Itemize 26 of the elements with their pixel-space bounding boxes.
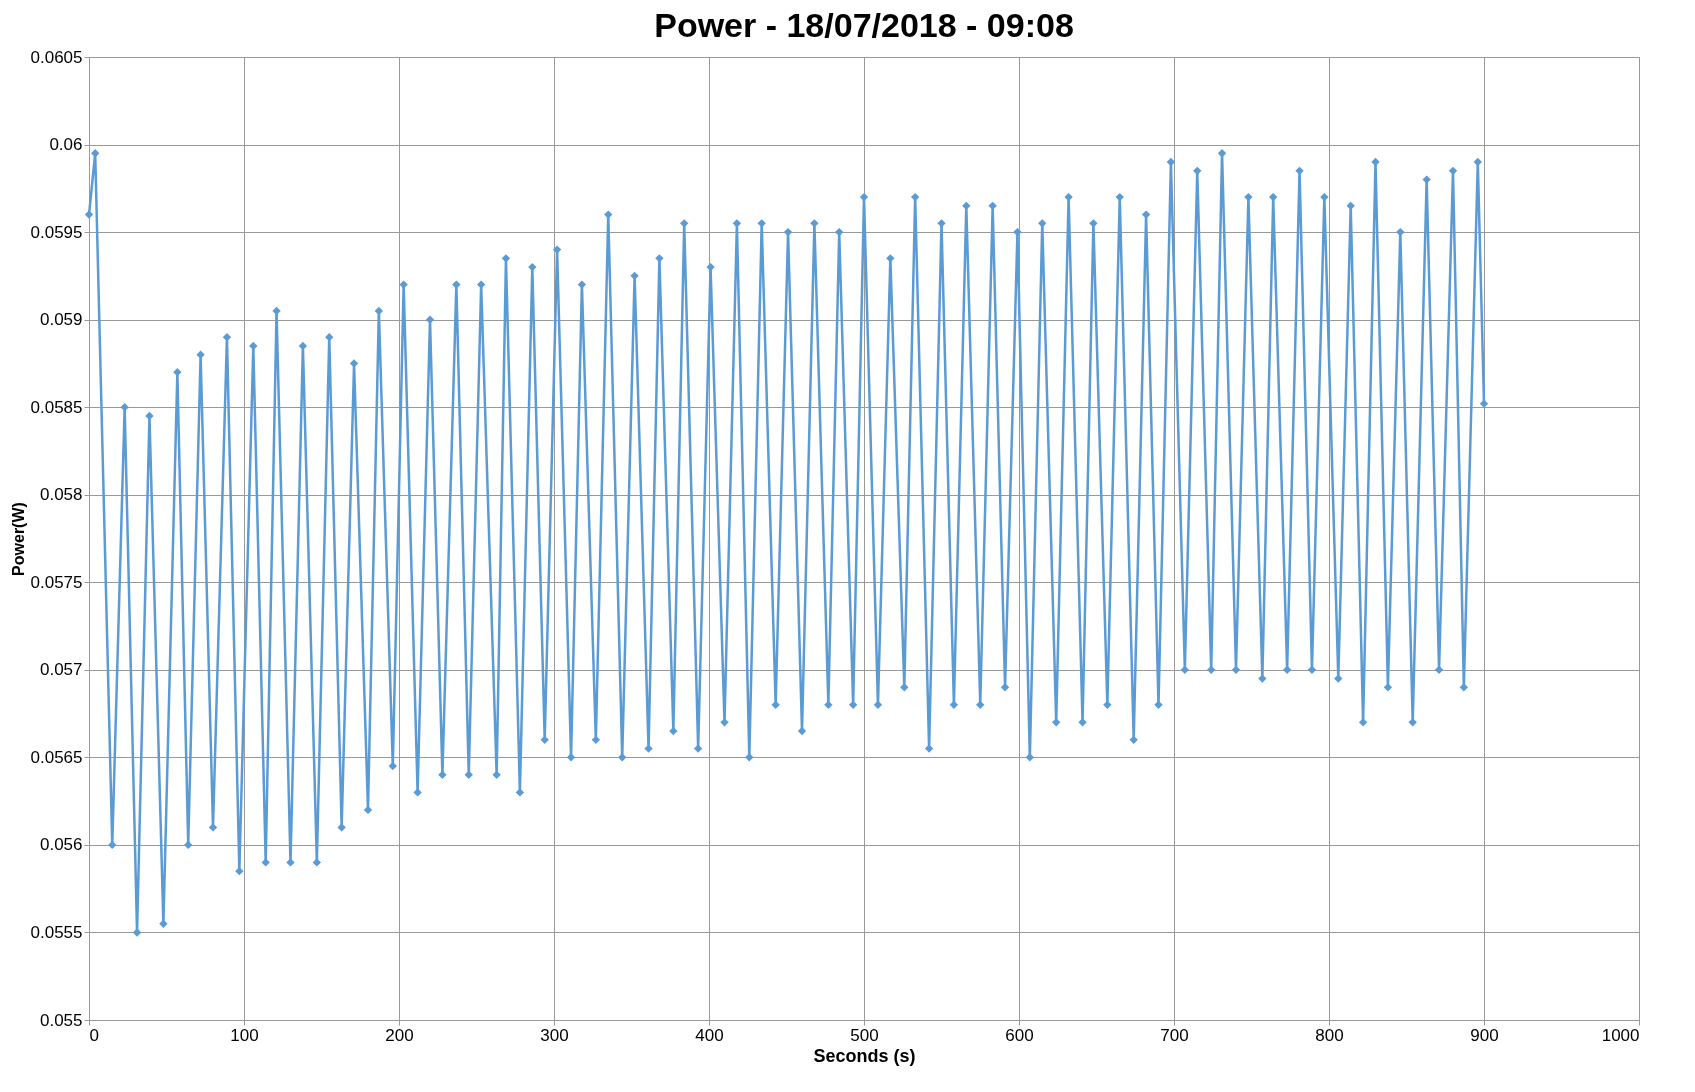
x-tick-label: 400: [695, 1025, 724, 1045]
x-tick-label: 1000: [1601, 1025, 1640, 1045]
y-tick-label: 0.058: [39, 485, 83, 505]
y-tick-label: 0.0565: [30, 747, 83, 767]
y-axis-title: Power(W): [9, 502, 27, 576]
y-tick-label: 0.055: [39, 1010, 83, 1030]
y-tick-label: 0.0585: [30, 397, 83, 417]
x-tick-label: 700: [1160, 1025, 1189, 1045]
y-tick-label: 0.057: [39, 660, 83, 680]
x-tick-label: 300: [540, 1025, 569, 1045]
x-tick-label: 100: [230, 1025, 259, 1045]
x-tick-label: 500: [850, 1025, 879, 1045]
y-tick-label: 0.06: [49, 135, 83, 155]
x-axis-title: Seconds (s): [813, 1045, 916, 1066]
y-tick-label: 0.0595: [30, 222, 83, 242]
chart-title: Power - 18/07/2018 - 09:08: [654, 6, 1074, 44]
y-tick-label: 0.059: [39, 310, 83, 330]
x-tick-label: 0: [89, 1025, 99, 1045]
x-tick-label: 200: [385, 1025, 414, 1045]
y-tick-label: 0.056: [39, 835, 83, 855]
x-tick-label: 600: [1005, 1025, 1034, 1045]
y-tick-label: 0.0575: [30, 572, 83, 592]
x-tick-label: 800: [1315, 1025, 1344, 1045]
x-tick-label: 900: [1470, 1025, 1499, 1045]
y-tick-label: 0.0555: [30, 922, 83, 942]
y-tick-label: 0.0605: [30, 47, 83, 67]
